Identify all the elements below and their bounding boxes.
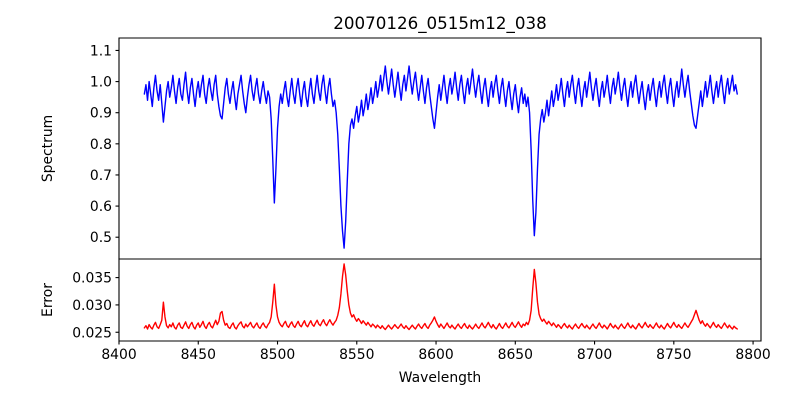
error-y-tickmarks (115, 277, 119, 333)
spectrum-y-tickmarks (115, 49, 119, 238)
wavelength-tick-label: 8700 (577, 347, 612, 363)
error-y-axis-label: Error (40, 283, 56, 317)
wavelength-tick-label: 8600 (418, 347, 453, 363)
wavelength-tick-label: 8800 (735, 347, 770, 363)
spectrum-y-tick-label: 0.6 (90, 199, 112, 215)
spectrum-y-axis-label: Spectrum (40, 115, 56, 182)
error-data-line[interactable] (143, 263, 738, 331)
x-axis-label: Wavelength (399, 370, 481, 386)
wavelength-tick-labels: 8400 8450 8500 8550 8600 8650 8700 8750 8800 (101, 347, 770, 363)
wavelength-tick-label: 8550 (339, 347, 374, 363)
error-panel: 0.025 0.030 0.035 8400 8450 8500 8550 8600 8650… (40, 258, 771, 363)
spectrum-y-tick-label: 1.0 (90, 75, 112, 91)
error-y-tick-label: 0.030 (72, 298, 112, 314)
wavelength-tickmarks (118, 341, 754, 345)
error-axes-frame (118, 258, 762, 342)
wavelength-tick-label: 8450 (181, 347, 216, 363)
wavelength-tick-label: 8650 (498, 347, 533, 363)
spectrum-y-tick-labels: 0.5 0.6 0.7 0.8 0.9 1.0 1.1 (90, 43, 112, 246)
spectrum-data-line[interactable] (143, 65, 738, 249)
wavelength-tick-label: 8400 (101, 347, 136, 363)
wavelength-tick-label: 8500 (260, 347, 295, 363)
spectrum-y-tick-label: 1.1 (90, 43, 112, 59)
spectrum-panel: 0.5 0.6 0.7 0.8 0.9 1.0 1.1 Spectrum (40, 37, 762, 260)
spectrum-y-tick-label: 0.7 (90, 168, 112, 184)
spectrum-plot-area[interactable] (119, 38, 761, 259)
wavelength-tick-label: 8750 (656, 347, 691, 363)
spectrum-y-tick-label: 0.5 (90, 230, 112, 246)
spectrum-y-tick-label: 0.9 (90, 106, 112, 122)
error-y-tick-label: 0.035 (72, 271, 112, 287)
error-y-tick-labels: 0.025 0.030 0.035 (72, 271, 112, 342)
error-y-tick-label: 0.025 (72, 325, 112, 341)
figure-title: 20070126_0515m12_038 (333, 13, 546, 34)
spectrum-y-tick-label: 0.8 (90, 137, 112, 153)
